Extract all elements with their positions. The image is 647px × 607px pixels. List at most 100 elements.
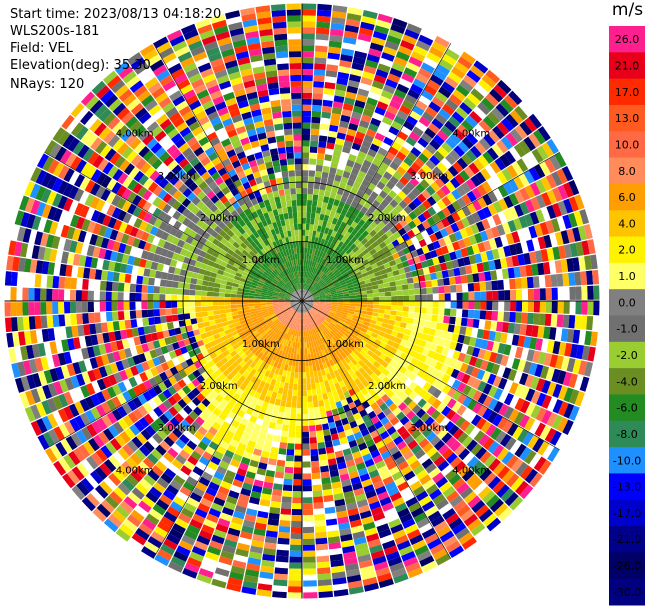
- velocity-gate: [314, 312, 320, 318]
- velocity-gate: [293, 461, 302, 468]
- velocity-gate: [391, 120, 403, 131]
- velocity-gate: [407, 283, 415, 290]
- velocity-gate: [391, 471, 404, 481]
- velocity-gate: [374, 271, 382, 277]
- velocity-gate: [472, 199, 482, 212]
- velocity-gate: [366, 53, 381, 64]
- velocity-gate: [496, 447, 509, 462]
- velocity-gate: [357, 553, 372, 563]
- velocity-gate: [302, 277, 305, 284]
- velocity-gate: [517, 335, 526, 348]
- velocity-gate: [302, 74, 313, 82]
- velocity-gate: [406, 317, 414, 325]
- velocity-gate: [343, 293, 350, 297]
- velocity-gate: [393, 89, 407, 100]
- velocity-gate: [409, 459, 421, 471]
- velocity-gate: [365, 225, 374, 234]
- velocity-gate: [323, 429, 331, 437]
- velocity-gate: [497, 507, 513, 522]
- velocity-gate: [497, 279, 504, 290]
- velocity-gate: [318, 331, 323, 339]
- velocity-gate: [128, 376, 138, 388]
- velocity-gate: [308, 286, 314, 292]
- velocity-gate: [368, 237, 376, 245]
- velocity-gate: [421, 458, 434, 469]
- velocity-gate: [307, 323, 310, 331]
- velocity-gate: [474, 253, 483, 264]
- velocity-gate: [519, 446, 532, 461]
- velocity-gate: [466, 245, 475, 256]
- velocity-gate: [322, 220, 328, 228]
- velocity-gate: [385, 78, 398, 89]
- velocity-gate: [391, 296, 398, 301]
- velocity-gate: [499, 154, 512, 168]
- velocity-gate: [302, 247, 305, 254]
- velocity-gate: [297, 378, 302, 385]
- velocity-gate: [349, 301, 356, 304]
- velocity-gate: [415, 360, 424, 369]
- velocity-gate: [331, 297, 338, 300]
- velocity-gate: [313, 334, 317, 341]
- velocity-gate: [483, 472, 497, 486]
- velocity-gate: [359, 255, 367, 262]
- velocity-gate: [341, 358, 348, 366]
- velocity-gate: [396, 540, 411, 551]
- velocity-gate: [437, 315, 445, 323]
- velocity-gate: [563, 301, 570, 314]
- velocity-gate: [236, 291, 244, 295]
- velocity-gate: [508, 179, 519, 193]
- velocity-gate: [446, 203, 457, 215]
- velocity-gate: [304, 312, 307, 319]
- velocity-gate: [363, 333, 371, 340]
- velocity-gate: [465, 225, 474, 237]
- velocity-gate: [378, 292, 386, 297]
- velocity-gate: [564, 342, 573, 357]
- velocity-gate: [359, 145, 370, 154]
- velocity-gate: [318, 399, 325, 407]
- velocity-gate: [460, 317, 468, 327]
- velocity-gate: [363, 275, 370, 281]
- velocity-gate: [441, 81, 455, 94]
- velocity-gate: [438, 58, 454, 71]
- velocity-gate: [230, 304, 237, 309]
- velocity-gate: [500, 332, 508, 344]
- velocity-gate: [524, 417, 536, 431]
- velocity-gate: [189, 312, 197, 319]
- velocity-gate: [457, 393, 467, 405]
- velocity-gate: [472, 402, 483, 414]
- velocity-gate: [380, 450, 392, 460]
- velocity-gate: [318, 263, 323, 271]
- velocity-gate: [329, 265, 336, 272]
- velocity-gate: [337, 302, 344, 306]
- velocity-gate: [141, 293, 148, 301]
- velocity-gate: [302, 110, 312, 117]
- velocity-gate: [362, 71, 375, 81]
- velocity-gate: [325, 385, 332, 393]
- velocity-gate: [427, 375, 436, 385]
- velocity-gate: [404, 94, 418, 105]
- velocity-gate: [359, 313, 367, 318]
- velocity-gate: [326, 178, 334, 186]
- velocity-gate: [547, 446, 560, 462]
- velocity-gate: [325, 410, 333, 418]
- velocity-gate: [388, 234, 397, 243]
- velocity-gate: [507, 267, 515, 279]
- velocity-gate: [327, 172, 336, 181]
- velocity-gate: [456, 185, 467, 197]
- velocity-gate: [396, 305, 404, 312]
- velocity-gate: [449, 440, 462, 452]
- velocity-gate: [451, 259, 459, 269]
- velocity-gate: [462, 292, 469, 301]
- velocity-gate: [381, 245, 390, 254]
- velocity-gate: [377, 63, 391, 73]
- velocity-gate: [206, 296, 213, 301]
- velocity-gate: [302, 306, 304, 313]
- velocity-gate: [383, 545, 398, 556]
- velocity-gate: [374, 152, 385, 162]
- velocity-gate: [436, 210, 446, 221]
- velocity-gate: [293, 383, 298, 391]
- velocity-gate: [444, 293, 451, 301]
- velocity-gate: [418, 438, 430, 449]
- velocity-gate: [397, 190, 407, 200]
- velocity-gate: [275, 465, 285, 473]
